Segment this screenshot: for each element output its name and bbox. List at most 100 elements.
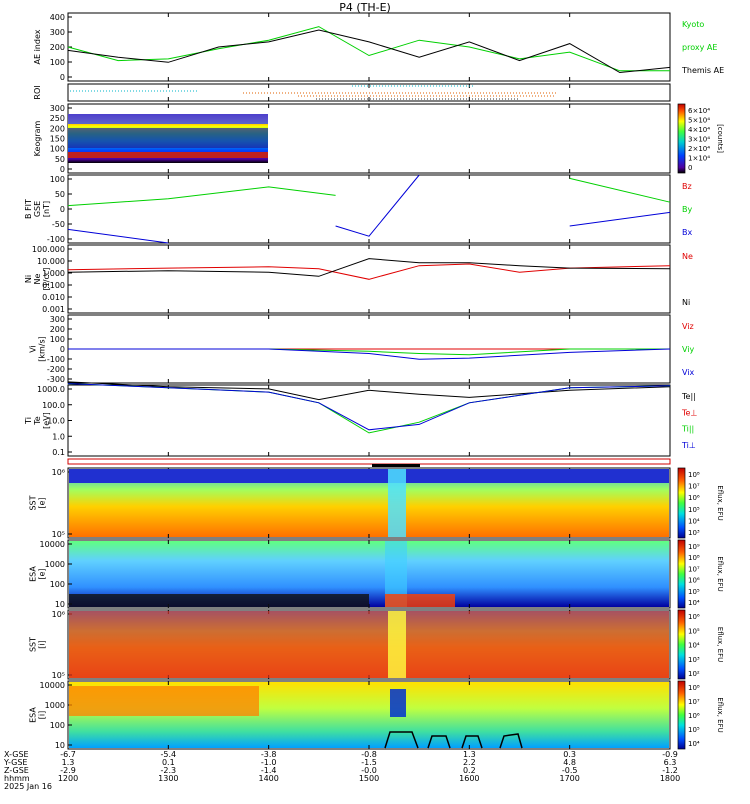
y-axis-label: [i] (38, 711, 47, 719)
spectrogram-feature (390, 689, 406, 717)
colorbar-tick-label: 10⁶ (688, 613, 700, 621)
panel-frame (67, 384, 671, 457)
keogram-band (68, 114, 268, 124)
series-by (67, 177, 671, 207)
panel-frame (67, 12, 671, 82)
y-axis-label: ESA (29, 707, 38, 723)
keogram-band (68, 152, 268, 158)
y-axis-label: GSE (33, 201, 42, 217)
ephemeris-value: -0.0 (361, 766, 377, 775)
legend-label: Ne (682, 252, 693, 261)
panel-frame (67, 174, 671, 244)
colorbar-tick-label: 10⁷ (688, 483, 700, 491)
y-tick-label: 0.100 (42, 281, 65, 290)
y-axis-label: [e] (38, 497, 47, 508)
colorbar-tick-label: 10⁸ (688, 471, 700, 479)
y-axis-label: ROI (33, 85, 42, 99)
y-tick-label: 10 (55, 741, 65, 750)
colorbar-tick-label: 4×10⁴ (688, 126, 710, 134)
y-tick-label: 250 (50, 114, 65, 123)
y-tick-label: -50 (52, 220, 65, 229)
spectrogram-contour (384, 731, 523, 749)
legend-label: Kyoto (682, 20, 704, 29)
series-vix (68, 348, 671, 360)
panel-roi: ROI (33, 83, 671, 102)
ephemeris-value: -1.0 (261, 758, 277, 767)
y-tick-label: 200 (50, 43, 65, 52)
colorbar (677, 103, 686, 174)
spectrogram-band (69, 469, 669, 483)
spectrogram-feature (69, 686, 259, 716)
spectrogram-feature (385, 541, 407, 607)
ephemeris-value: -0.9 (662, 750, 678, 759)
y-tick-label: 1000 (45, 701, 65, 710)
colorbar-sst_e: 10⁸ 10⁷ 10⁶ 10⁵ 10⁴ 10³ Eflux, EFU (677, 467, 724, 539)
colorbar-tick-label: 10⁴ (688, 642, 700, 650)
spectrogram-image-overlay (69, 611, 669, 678)
panel-density: Ni Ne [1/cc]100.00010.0001.0000.1000.0100.… (24, 244, 693, 314)
y-tick-label: 100 (50, 721, 65, 730)
y-tick-label: 300 (50, 28, 65, 37)
colorbar-tick-label: 10⁵ (688, 627, 700, 635)
y-tick-label: 0 (60, 205, 65, 214)
y-tick-label: 200 (50, 124, 65, 133)
legend-label: Ti|| (681, 425, 694, 434)
y-tick-label: -200 (47, 365, 65, 374)
colorbar-tick-label: 10⁴ (688, 740, 700, 748)
y-tick-label: 1000.0 (37, 385, 65, 394)
ephemeris-value: 1200 (58, 774, 78, 783)
panel-ae: AE index 400 300 200 100 0 Kyoto proxy AE Themis… (33, 12, 724, 82)
y-tick-label: 10⁶ (52, 610, 65, 619)
series-ni (67, 258, 671, 277)
colorbar (677, 467, 686, 539)
colorbar-tick-label: 10⁵ (688, 588, 700, 596)
y-tick-label: 100 (50, 335, 65, 344)
y-tick-label: 100 (50, 175, 65, 184)
y-tick-label: 0 (60, 165, 65, 174)
panel-bfield: B FIT GSE [nT] 100 50 0 -50 -100 Bz By Bx (24, 174, 692, 244)
colorbar-tick-label: 10⁶ (688, 494, 700, 502)
y-tick-label: 400 (50, 13, 65, 22)
y-tick-label: 1000 (45, 560, 65, 569)
y-axis-label: [e] (38, 568, 47, 579)
y-tick-label: -300 (47, 375, 65, 384)
ephemeris-value: -1.2 (662, 766, 678, 775)
colorbar-tick-label: 10³ (688, 529, 700, 537)
legend-label: proxy AE (682, 43, 717, 52)
plot-title: P4 (TH-E) (339, 1, 391, 14)
colorbar-tick-label: 10⁸ (688, 684, 700, 692)
legend-label: Themis AE (681, 66, 724, 75)
y-tick-label: 10000 (40, 681, 65, 690)
y-axis-label: Vi (29, 345, 38, 353)
ephemeris-value: -1.5 (361, 758, 377, 767)
ephemeris-value: 1800 (660, 774, 680, 783)
y-tick-label: 0.010 (42, 293, 65, 302)
ephemeris-value: 0.2 (463, 766, 476, 775)
colorbar-tick-label: 10⁴ (688, 517, 700, 525)
y-axis-label: SST (29, 495, 38, 510)
y-axis-label: Ti (24, 417, 33, 425)
y-tick-label: 150 (50, 135, 65, 144)
colorbar-label: Eflux, EFU (716, 556, 724, 591)
y-axis-label: [i] (38, 640, 47, 648)
colorbar-tick-label: 10³ (688, 656, 700, 664)
y-tick-label: 100 (50, 580, 65, 589)
y-tick-label: 0 (60, 345, 65, 354)
legend-label: Bx (682, 228, 692, 237)
ephemeris-value: -6.7 (60, 750, 76, 759)
colorbar-tick-label: 0 (688, 164, 692, 172)
y-tick-label: 0 (60, 73, 65, 82)
ephemeris-row-label: hhmm (4, 774, 30, 783)
ephemeris-row-label: X-GSE (4, 750, 29, 759)
colorbar-tick-label: 1×10⁴ (688, 155, 710, 163)
series-ne (67, 263, 671, 280)
legend-label: Bz (682, 182, 692, 191)
colorbar-esa_e: 10⁹ 10⁸ 10⁷ 10⁶ 10⁵ 10⁴ Eflux, EFU (677, 539, 724, 609)
ephemeris-value: -0.5 (562, 766, 578, 775)
y-tick-label: 100 (50, 145, 65, 154)
legend-label: Viy (682, 345, 695, 354)
